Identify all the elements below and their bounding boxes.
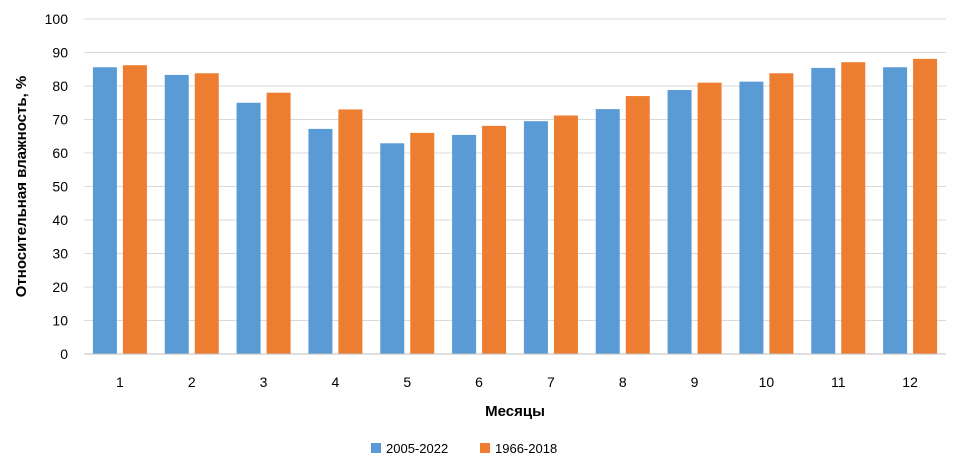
bar-1966-2018-11 (841, 62, 866, 355)
y-tick-label: 80 (52, 78, 68, 94)
bar-2005-2022-7 (523, 121, 548, 354)
x-tick-label: 5 (403, 374, 411, 390)
y-tick-label: 60 (52, 145, 68, 161)
y-tick-label: 10 (52, 313, 68, 329)
bar-1966-2018-2 (194, 73, 219, 355)
legend-swatch (480, 443, 490, 453)
y-tick-label: 90 (52, 45, 68, 61)
bar-2005-2022-12 (883, 67, 908, 355)
y-axis-ticks: 0 10 20 30 40 50 60 70 80 90 100 (45, 11, 69, 362)
bar-2005-2022-10 (739, 81, 764, 355)
y-tick-label: 20 (52, 279, 68, 295)
y-tick-label: 50 (52, 179, 68, 195)
bar-1966-2018-6 (482, 125, 507, 355)
bar-2005-2022-2 (164, 74, 189, 354)
x-tick-label: 3 (260, 374, 268, 390)
x-tick-label: 10 (759, 374, 775, 390)
bar-1966-2018-10 (769, 73, 794, 355)
x-tick-label: 1 (116, 374, 124, 390)
bar-2005-2022-11 (811, 67, 836, 354)
legend-label: 2005-2022 (386, 441, 448, 456)
bar-1966-2018-8 (625, 96, 650, 355)
x-tick-label: 8 (619, 374, 627, 390)
gridlines (84, 18, 946, 321)
bar-1966-2018-12 (913, 58, 938, 355)
x-tick-label: 11 (831, 374, 846, 390)
bar-2005-2022-5 (380, 143, 405, 354)
y-tick-label: 40 (52, 212, 68, 228)
legend: 2005-2022 1966-2018 (371, 441, 557, 456)
y-tick-label: 30 (52, 246, 68, 262)
bar-1966-2018-1 (122, 65, 147, 354)
bar-2005-2022-4 (308, 128, 333, 354)
bar-2005-2022-3 (236, 102, 261, 354)
x-tick-label: 4 (332, 374, 340, 390)
y-tick-label: 100 (45, 11, 69, 27)
x-tick-label: 6 (475, 374, 483, 390)
x-tick-label: 2 (188, 374, 196, 390)
bar-2005-2022-6 (452, 134, 477, 354)
x-axis-ticks: 1 2 3 4 5 6 7 8 9 10 11 12 (116, 374, 918, 390)
x-tick-label: 7 (547, 374, 555, 390)
legend-label: 1966-2018 (495, 441, 557, 456)
bar-1966-2018-9 (697, 82, 722, 355)
x-tick-label: 9 (691, 374, 699, 390)
bar-2005-2022-1 (92, 67, 117, 355)
x-tick-label: 12 (902, 374, 918, 390)
bar-1966-2018-3 (266, 92, 291, 354)
bar-1966-2018-4 (338, 109, 363, 354)
y-axis-title: Относительная влажность, % (13, 76, 30, 298)
legend-swatch (371, 443, 381, 453)
bar-2005-2022-9 (667, 90, 692, 355)
y-tick-label: 0 (60, 346, 68, 362)
bars (92, 58, 938, 355)
x-axis-title: Месяцы (485, 403, 545, 420)
y-tick-label: 70 (52, 112, 68, 128)
bar-2005-2022-8 (595, 109, 620, 355)
bar-1966-2018-5 (410, 132, 435, 354)
bar-1966-2018-7 (553, 115, 578, 354)
